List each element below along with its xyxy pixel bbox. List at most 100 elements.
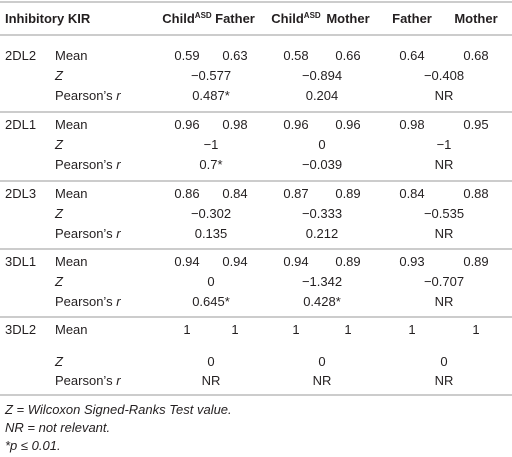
footnote: NR = not relevant.	[5, 420, 110, 435]
cell-value: −1	[437, 137, 452, 152]
cell-value: 1	[344, 322, 351, 337]
header-sup: ASD	[195, 11, 212, 20]
row-label: Z	[54, 137, 64, 152]
cell-value: 0.89	[463, 254, 488, 269]
cell-value: 1	[183, 322, 190, 337]
cell-value: 0.96	[283, 117, 308, 132]
cell-value: 0	[318, 354, 325, 369]
cell-value: 0.428*	[303, 294, 341, 309]
cell-value: NR	[435, 373, 454, 388]
cell-value: 1	[292, 322, 299, 337]
header-cell: Mother	[326, 11, 369, 26]
row-label: Mean	[55, 48, 88, 63]
cell-value: 0.87	[283, 186, 308, 201]
label-text: Pearson’s	[55, 294, 113, 309]
row-label: Pearson’s r	[55, 373, 121, 388]
footnote: Z = Wilcoxon Signed-Ranks Test value.	[4, 402, 232, 417]
cell-value: NR	[435, 88, 454, 103]
header-text: Child	[271, 11, 304, 26]
label-italic: r	[116, 88, 121, 103]
label-italic: r	[116, 373, 121, 388]
header-cell: Inhibitory KIR	[5, 11, 91, 26]
footnote: *p ≤ 0.01.	[5, 438, 61, 453]
cell-value: 0	[207, 274, 214, 289]
kir-label: 3DL2	[5, 322, 36, 337]
cell-value: 0.204	[306, 88, 339, 103]
header-sup: ASD	[304, 11, 321, 20]
cell-value: −0.707	[424, 274, 464, 289]
cell-value: 0	[318, 137, 325, 152]
row-label: Z	[54, 274, 64, 289]
cell-value: −0.535	[424, 206, 464, 221]
cell-value: −0.039	[302, 157, 342, 172]
cell-value: −1.342	[302, 274, 342, 289]
cell-value: 0.96	[174, 117, 199, 132]
cell-value: 0.66	[335, 48, 360, 63]
cell-value: −0.302	[191, 206, 231, 221]
label-text: Pearson’s	[55, 373, 113, 388]
label-italic: Z	[54, 137, 64, 152]
cell-value: 0	[207, 354, 214, 369]
label-italic: Z	[54, 354, 64, 369]
kir-label: 2DL2	[5, 48, 36, 63]
label-text: Pearson’s	[55, 226, 113, 241]
header-text: Child	[162, 11, 195, 26]
label-text: Pearson’s	[55, 157, 113, 172]
cell-value: −1	[204, 137, 219, 152]
cell-value: 0.94	[283, 254, 308, 269]
header-cell: ChildASD	[271, 11, 321, 26]
cell-value: 0.487*	[192, 88, 230, 103]
cell-value: 0	[440, 354, 447, 369]
cell-value: −0.408	[424, 68, 464, 83]
label-italic: Z	[54, 68, 64, 83]
cell-value: −0.333	[302, 206, 342, 221]
label-text: Pearson’s	[55, 88, 113, 103]
cell-value: 0.135	[195, 226, 228, 241]
label-italic: Z	[54, 206, 64, 221]
cell-value: NR	[435, 226, 454, 241]
kir-label: 3DL1	[5, 254, 36, 269]
cell-value: 0.98	[399, 117, 424, 132]
label-italic: r	[116, 294, 121, 309]
row-label: Mean	[55, 186, 88, 201]
row-label: Mean	[55, 254, 88, 269]
cell-value: 0.93	[399, 254, 424, 269]
row-label: Pearson’s r	[55, 226, 121, 241]
cell-value: 0.63	[222, 48, 247, 63]
cell-value: 0.645*	[192, 294, 230, 309]
row-label: Pearson’s r	[55, 157, 121, 172]
cell-value: 0.96	[335, 117, 360, 132]
kir-label: 2DL3	[5, 186, 36, 201]
row-label: Mean	[55, 322, 88, 337]
cell-value: 1	[231, 322, 238, 337]
header-cell: Mother	[454, 11, 497, 26]
row-label: Z	[54, 354, 64, 369]
label-italic: r	[116, 157, 121, 172]
header-cell: Father	[215, 11, 255, 26]
cell-value: 0.86	[174, 186, 199, 201]
cell-value: 1	[472, 322, 479, 337]
cell-value: NR	[435, 294, 454, 309]
cell-value: 0.98	[222, 117, 247, 132]
cell-value: 0.84	[222, 186, 247, 201]
cell-value: 0.58	[283, 48, 308, 63]
cell-value: 0.88	[463, 186, 488, 201]
cell-value: 0.89	[335, 254, 360, 269]
cell-value: 0.68	[463, 48, 488, 63]
header-cell: ChildASD	[162, 11, 212, 26]
row-label: Mean	[55, 117, 88, 132]
cell-value: 0.94	[222, 254, 247, 269]
cell-value: 0.212	[306, 226, 339, 241]
kir-label: 2DL1	[5, 117, 36, 132]
row-label: Z	[54, 68, 64, 83]
cell-value: 0.94	[174, 254, 199, 269]
label-italic: r	[116, 226, 121, 241]
cell-value: NR	[313, 373, 332, 388]
row-label: Pearson’s r	[55, 88, 121, 103]
label-italic: Z	[54, 274, 64, 289]
cell-value: 0.84	[399, 186, 424, 201]
cell-value: 0.59	[174, 48, 199, 63]
cell-value: −0.894	[302, 68, 342, 83]
cell-value: NR	[202, 373, 221, 388]
